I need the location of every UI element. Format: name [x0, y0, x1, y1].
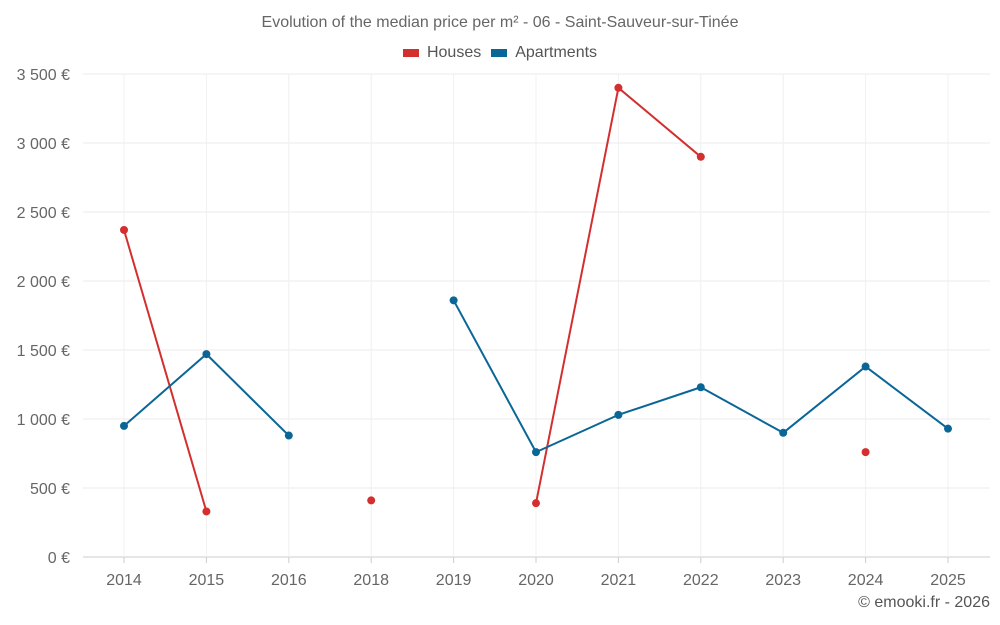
data-point-houses [202, 507, 211, 516]
x-tick-label: 2018 [353, 572, 389, 589]
copyright-text: © emooki.fr - 2026 [858, 594, 990, 611]
x-tick-label: 2014 [106, 572, 142, 589]
data-point-apartments [779, 428, 788, 437]
legend: Houses Apartments [0, 44, 1000, 62]
y-tick-label: 2 500 € [17, 205, 70, 222]
data-point-apartments [614, 410, 623, 419]
data-point-apartments [202, 350, 211, 359]
y-tick-label: 3 500 € [17, 67, 70, 84]
y-tick-label: 2 000 € [17, 274, 70, 291]
chart-title: Evolution of the median price per m² - 0… [261, 14, 739, 31]
legend-label-houses: Houses [426, 44, 482, 61]
data-point-apartments [120, 421, 128, 430]
data-point-houses [367, 496, 376, 505]
data-point-houses [861, 448, 870, 457]
x-tick-label: 2025 [930, 572, 966, 589]
legend-label-apartments: Apartments [515, 44, 598, 61]
y-tick-label: 1 500 € [17, 343, 70, 360]
data-point-apartments [284, 431, 293, 440]
y-tick-label: 3 000 € [17, 136, 70, 153]
legend-swatch-apartments [491, 49, 508, 57]
data-point-apartments [861, 362, 870, 371]
data-point-apartments [532, 448, 540, 457]
legend-item-houses[interactable]: Houses [402, 44, 482, 62]
data-point-apartments [449, 296, 458, 305]
data-point-houses [614, 83, 623, 92]
data-point-apartments [944, 424, 952, 433]
x-tick-label: 2023 [765, 572, 801, 589]
x-tick-label: 2019 [436, 572, 472, 589]
data-point-houses [532, 499, 540, 508]
y-tick-label: 500 € [30, 481, 70, 498]
data-point-houses [696, 152, 705, 161]
x-tick-label: 2021 [601, 572, 637, 589]
x-tick-label: 2016 [271, 572, 307, 589]
y-tick-label: 1 000 € [17, 412, 70, 429]
x-tick-label: 2024 [848, 572, 884, 589]
data-point-houses [120, 225, 128, 234]
y-tick-label: 0 € [48, 550, 70, 567]
x-tick-label: 2022 [683, 572, 719, 589]
x-tick-label: 2015 [189, 572, 225, 589]
legend-item-apartments[interactable]: Apartments [491, 44, 597, 62]
series-line-houses [123, 229, 208, 512]
legend-swatch-houses [402, 49, 419, 57]
data-point-apartments [696, 383, 705, 392]
x-tick-label: 2020 [518, 572, 554, 589]
